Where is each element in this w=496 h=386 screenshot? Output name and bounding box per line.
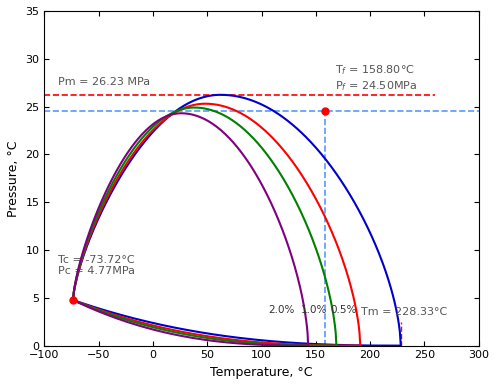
Y-axis label: Pressure, °C: Pressure, °C: [7, 140, 20, 217]
Text: 2.0%: 2.0%: [268, 305, 294, 315]
Text: Pm = 26.23 MPa: Pm = 26.23 MPa: [58, 78, 150, 88]
Text: 0.5%: 0.5%: [331, 305, 357, 315]
Text: 1.0%: 1.0%: [301, 305, 327, 315]
X-axis label: Temperature, °C: Temperature, °C: [210, 366, 313, 379]
Text: T$_f$ = 158.80°C
P$_f$ = 24.50MPa: T$_f$ = 158.80°C P$_f$ = 24.50MPa: [335, 64, 418, 93]
Text: Tc = -73.72°C
Pc = 4.77MPa: Tc = -73.72°C Pc = 4.77MPa: [58, 255, 134, 276]
Text: Tm = 228.33°C: Tm = 228.33°C: [362, 307, 447, 317]
